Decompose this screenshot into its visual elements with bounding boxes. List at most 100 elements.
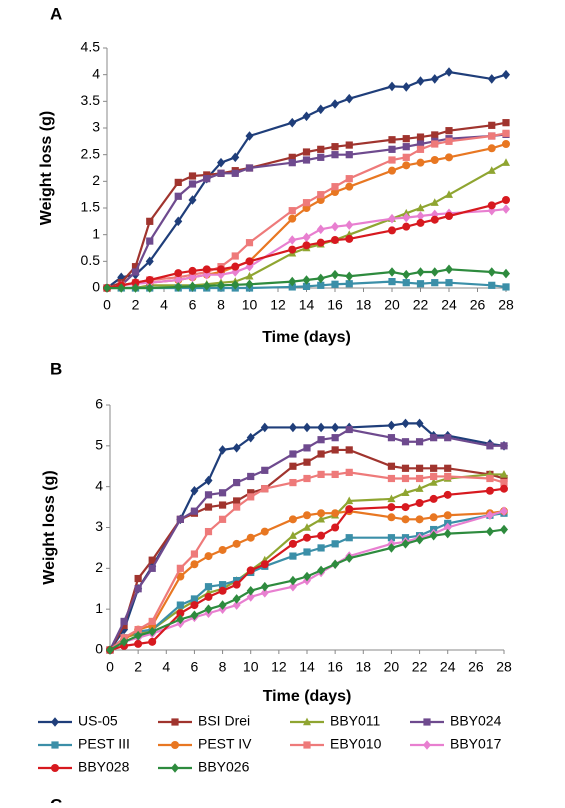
marker	[388, 166, 396, 175]
marker	[218, 600, 227, 610]
marker	[502, 158, 510, 166]
marker	[204, 475, 213, 486]
marker	[131, 268, 140, 276]
y-axis-title: Weight loss (g)	[38, 111, 55, 225]
marker	[148, 564, 156, 572]
marker	[288, 531, 297, 539]
marker	[134, 625, 142, 634]
marker	[500, 484, 508, 493]
marker	[246, 566, 255, 575]
marker	[232, 443, 241, 453]
marker	[190, 610, 199, 621]
marker	[146, 217, 154, 225]
marker	[176, 572, 185, 581]
marker	[302, 111, 311, 122]
marker	[288, 245, 297, 254]
marker	[288, 539, 297, 548]
x-tick-label: 8	[219, 659, 227, 675]
marker	[415, 515, 424, 524]
marker	[231, 262, 240, 271]
marker	[188, 180, 197, 188]
marker	[402, 161, 411, 170]
series-line	[107, 161, 507, 290]
marker	[345, 425, 353, 434]
series-line	[106, 121, 507, 290]
marker	[331, 422, 340, 433]
marker	[174, 275, 183, 285]
marker	[303, 523, 311, 531]
marker	[117, 283, 126, 293]
marker	[388, 278, 396, 286]
marker	[245, 164, 254, 172]
y-tick-label: 4	[95, 477, 103, 493]
y-tick-label: 1.5	[81, 199, 101, 215]
marker	[345, 446, 353, 454]
marker	[387, 420, 396, 431]
marker	[120, 637, 129, 647]
y-tick-label: 0	[95, 641, 103, 657]
marker	[245, 279, 254, 290]
marker	[260, 527, 269, 536]
marker	[260, 422, 269, 433]
marker	[431, 279, 439, 287]
marker	[430, 215, 439, 224]
marker	[443, 528, 452, 539]
marker	[445, 127, 453, 135]
marker	[331, 280, 339, 288]
legend-marker	[171, 741, 179, 749]
marker	[188, 281, 197, 292]
marker	[317, 422, 326, 433]
marker	[204, 491, 213, 499]
marker	[289, 462, 297, 470]
marker	[317, 153, 325, 161]
marker	[317, 509, 326, 518]
marker	[288, 235, 297, 245]
x-tick-label: 2	[134, 659, 142, 675]
x-tick-label: 24	[441, 297, 457, 313]
marker	[429, 530, 438, 541]
x-tick-label: 28	[498, 297, 514, 313]
marker	[289, 478, 297, 487]
marker	[401, 503, 410, 512]
marker	[204, 583, 213, 591]
marker	[331, 269, 339, 280]
marker	[331, 540, 339, 548]
marker	[502, 283, 510, 291]
marker	[445, 264, 453, 275]
marker	[148, 626, 157, 637]
marker	[288, 159, 296, 167]
marker	[231, 280, 240, 290]
marker	[401, 474, 410, 483]
x-tick-label: 2	[132, 297, 140, 313]
marker	[445, 212, 453, 220]
marker	[231, 152, 240, 163]
legend-label: PEST IV	[198, 736, 252, 752]
marker	[430, 472, 438, 481]
x-tick-label: 8	[217, 297, 225, 313]
x-tick-label: 16	[327, 297, 343, 313]
marker	[188, 272, 197, 283]
marker	[488, 281, 496, 289]
marker	[218, 586, 227, 595]
marker	[500, 470, 508, 478]
legend-label: BBY011	[330, 713, 381, 729]
marker	[430, 156, 439, 164]
marker	[345, 468, 353, 476]
marker	[445, 279, 453, 287]
marker	[288, 207, 296, 215]
marker	[402, 279, 410, 287]
marker	[188, 172, 197, 180]
marker	[204, 604, 213, 614]
marker	[317, 450, 325, 458]
marker	[218, 445, 227, 455]
marker	[430, 74, 439, 84]
marker	[388, 136, 396, 144]
marker	[401, 438, 410, 446]
legend-marker	[171, 718, 179, 726]
marker	[204, 592, 213, 601]
legend-label: PEST III	[78, 736, 130, 752]
marker	[134, 574, 142, 583]
x-tick-label: 26	[470, 297, 486, 313]
marker	[387, 474, 396, 483]
